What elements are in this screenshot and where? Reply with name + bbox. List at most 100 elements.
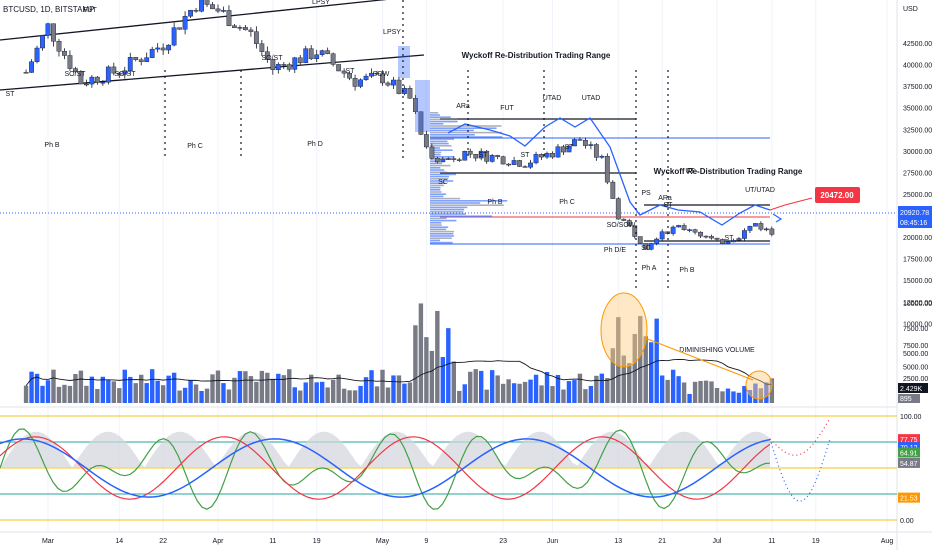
candle-body [358, 79, 363, 87]
price-tag-box [815, 187, 860, 203]
volume-bar [144, 383, 149, 403]
volume-bar [566, 381, 572, 403]
annotation-label: FUT [500, 105, 514, 112]
profile-bar [430, 206, 468, 209]
osc-value-box [898, 457, 920, 468]
time-tick-label: 13 [614, 538, 622, 545]
candle-body [40, 35, 45, 49]
volume-bar [758, 388, 764, 403]
profile-bar [430, 149, 453, 151]
profile-bar [430, 114, 440, 116]
candle-body [572, 139, 577, 147]
profile-bar [430, 178, 449, 180]
candle-body [138, 59, 144, 62]
volume-bar [133, 383, 138, 403]
osc-tick-label: 100.00 [900, 414, 922, 421]
selloff-highlight [415, 80, 430, 132]
candle-body [89, 76, 95, 85]
annotation-label: ARa [456, 103, 470, 110]
annotation-label: ST [479, 152, 489, 159]
candle-body [391, 79, 396, 86]
candle-body [555, 146, 561, 158]
candle-body [133, 57, 139, 60]
profile-bar [430, 167, 441, 169]
annotation-label: DIMINISHING VOLUME [679, 347, 755, 354]
profile-bar [430, 112, 439, 114]
volume-bar [352, 390, 358, 403]
phase-lines [164, 0, 669, 290]
annotation-label: ST [725, 235, 735, 242]
candle-body [23, 72, 29, 74]
volume-bar [106, 380, 111, 403]
profile-bar [430, 169, 445, 171]
candle-body [533, 154, 539, 164]
osc-tick-label: 77.75 [900, 437, 918, 444]
volume-bar [385, 387, 391, 403]
candle-body [577, 139, 583, 141]
candle-body [319, 50, 325, 55]
candle-body [253, 31, 259, 44]
volume-bar [709, 381, 714, 403]
osc-red-line [0, 436, 771, 500]
volume-bar [281, 375, 286, 403]
volume-low-highlight [745, 370, 773, 400]
candle-body [604, 155, 610, 183]
volume-bar [292, 387, 297, 403]
volume-spike-highlight [600, 292, 648, 368]
volume-bar [122, 369, 127, 403]
profile-bar [430, 140, 448, 143]
volume-bar [111, 381, 117, 403]
volume-bar [314, 382, 319, 403]
volume-bar [561, 389, 566, 403]
profile-bar [430, 226, 449, 228]
candle-body [588, 144, 594, 146]
volume-bar [418, 303, 424, 403]
volume-bar [544, 371, 550, 403]
profile-bar [430, 160, 439, 162]
profile-bar [430, 147, 440, 149]
candle-body [550, 153, 555, 158]
time-tick-label: May [376, 538, 390, 545]
candle-body [500, 156, 506, 165]
candle-body [336, 64, 342, 72]
volume-bar [659, 375, 665, 403]
price-tick-label: 40000.00 [903, 63, 932, 70]
candle-body [429, 146, 435, 159]
candle-body [177, 27, 183, 30]
candle-body [511, 160, 517, 165]
time-tick-label: Apr [213, 538, 225, 545]
annotation-label: Wyckoff Re-Distribution Trading Range [654, 167, 803, 176]
volume-value-box [898, 383, 928, 393]
candle-body [308, 48, 314, 60]
volume-bar [451, 361, 456, 403]
profile-bar [430, 211, 464, 213]
volume-bar [594, 375, 599, 403]
volume-bar [325, 387, 330, 403]
time-tick-label: 9 [424, 538, 428, 545]
volume-bar [457, 390, 462, 403]
profile-bar [430, 204, 504, 206]
candle-body [742, 230, 747, 239]
candle-body [484, 150, 490, 162]
profile-bar [430, 123, 444, 125]
candle-body [259, 43, 265, 52]
volume-bar [665, 379, 670, 403]
candle-body [73, 68, 78, 73]
candle-body [720, 239, 725, 245]
candle-body [517, 160, 522, 167]
candle-body [51, 23, 56, 42]
price-tick-label: 42500.00 [903, 41, 932, 48]
candle-body [495, 155, 501, 157]
annotation-label: ARa [658, 195, 672, 202]
price-tick-label: 15000.00 [903, 278, 932, 285]
candle-body [193, 9, 199, 12]
candle-body [314, 54, 320, 60]
candle-body [544, 153, 550, 158]
volume-tick-label: 2500.00 [903, 376, 928, 383]
channel-upper-line [0, 0, 388, 41]
candle-body [281, 64, 287, 66]
volume-bar [40, 385, 45, 403]
profile-bar [430, 224, 442, 226]
annotation-label: Ph C [559, 199, 575, 206]
